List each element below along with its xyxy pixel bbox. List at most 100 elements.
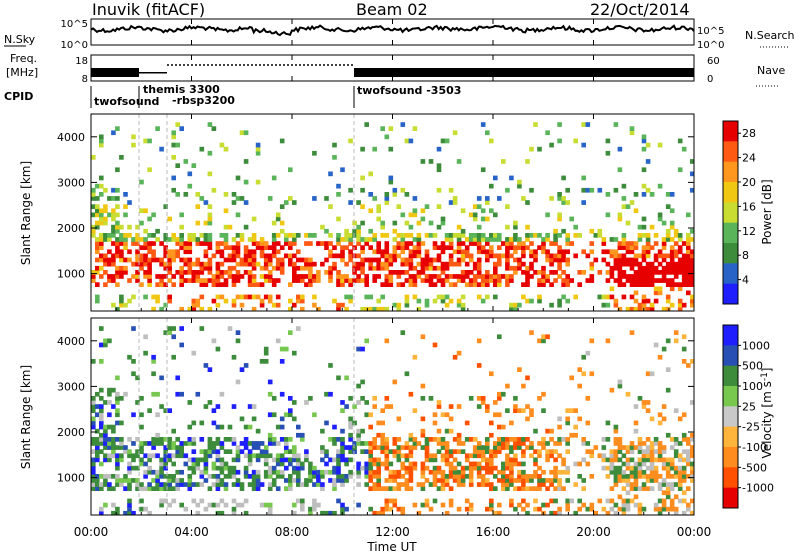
scatter-cell <box>472 216 478 222</box>
scatter-cell <box>396 306 402 311</box>
scatter-cell <box>601 457 607 463</box>
scatter-cell <box>476 245 482 250</box>
scatter-cell <box>103 342 108 348</box>
colorbar-segment <box>723 182 738 203</box>
scatter-cell <box>312 502 317 508</box>
scatter-cell <box>179 282 184 287</box>
scatter-cell <box>131 261 136 267</box>
scatter-cell <box>404 465 410 471</box>
scatter-cell <box>103 270 108 275</box>
scatter-cell <box>95 249 100 255</box>
scatter-cell <box>187 441 193 446</box>
scatter-cell <box>227 253 233 259</box>
scatter-cell <box>91 155 96 160</box>
scatter-cell <box>565 441 570 446</box>
scatter-cell <box>613 441 619 446</box>
scatter-cell <box>521 482 526 487</box>
scatter-cell <box>131 294 136 300</box>
scatter-cell <box>187 257 193 263</box>
scatter-cell <box>448 298 454 304</box>
scatter-cell <box>412 249 418 255</box>
scatter-cell <box>505 241 510 246</box>
scatter-cell <box>690 474 694 479</box>
scatter-cell <box>629 282 635 287</box>
scatter-cell <box>476 465 482 471</box>
scatter-cell <box>404 233 410 238</box>
scatter-cell <box>460 274 466 279</box>
scatter-cell <box>203 469 209 475</box>
scatter-cell <box>686 290 691 296</box>
scatter-cell <box>292 265 297 271</box>
scatter-cell <box>613 502 619 508</box>
scatter-cell <box>271 465 277 471</box>
scatter-cell <box>649 274 655 279</box>
colorbar-tick-label: 12 <box>742 225 756 238</box>
scatter-cell <box>464 453 470 459</box>
scatter-cell <box>199 326 205 331</box>
scatter-cell <box>352 253 357 259</box>
scatter-cell <box>517 367 522 372</box>
scatter-cell <box>284 478 289 483</box>
scatter-cell <box>131 412 136 418</box>
scatter-cell <box>489 420 494 426</box>
scatter-cell <box>251 294 257 300</box>
scatter-cell <box>235 294 241 300</box>
scatter-cell <box>107 441 112 446</box>
scatter-cell <box>119 241 124 246</box>
scatter-cell <box>167 298 172 304</box>
scatter-cell <box>119 155 124 160</box>
scatter-cell <box>320 510 325 515</box>
scatter-cell <box>597 233 603 238</box>
scatter-cell <box>368 474 373 479</box>
scatter-cell <box>645 408 651 413</box>
scatter-cell <box>485 465 490 471</box>
scatter-cell <box>657 420 663 426</box>
scatter-cell <box>91 461 96 467</box>
scatter-cell <box>472 261 478 267</box>
scatter-cell <box>509 265 514 271</box>
scatter-cell <box>364 482 369 487</box>
scatter-cell <box>131 134 136 140</box>
scatter-cell <box>247 270 253 275</box>
scatter-cell <box>681 432 687 438</box>
scatter-cell <box>513 302 518 308</box>
scatter-cell <box>509 465 514 471</box>
scatter-cell <box>440 469 446 475</box>
scatter-cell <box>348 241 353 246</box>
scatter-cell <box>621 274 627 279</box>
scatter-cell <box>103 457 108 463</box>
scatter-cell <box>690 298 694 304</box>
scatter-cell <box>601 249 607 255</box>
scatter-cell <box>332 465 337 471</box>
scatter-cell <box>649 449 655 454</box>
scatter-cell <box>223 233 229 238</box>
scatter-cell <box>356 200 361 205</box>
scatter-cell <box>489 432 494 438</box>
scatter-cell <box>633 465 639 471</box>
scatter-cell <box>119 482 124 487</box>
scatter-cell <box>239 449 245 454</box>
scatter-cell <box>424 261 430 267</box>
scatter-cell <box>207 400 213 405</box>
scatter-cell <box>686 457 691 463</box>
scatter-cell <box>637 274 643 279</box>
scatter-cell <box>396 302 402 308</box>
scatter-cell <box>573 461 578 467</box>
scatter-cell <box>509 449 514 454</box>
scatter-cell <box>485 437 490 442</box>
scatter-cell <box>107 212 112 218</box>
scatter-cell <box>211 278 217 283</box>
x-tick-label: 12:00 <box>375 525 410 539</box>
scatter-cell <box>621 478 627 483</box>
scatter-cell <box>404 261 410 267</box>
scatter-cell <box>328 171 333 177</box>
scatter-cell <box>404 478 410 483</box>
scatter-cell <box>408 486 414 491</box>
scatter-cell <box>348 249 353 255</box>
scatter-cell <box>203 457 209 463</box>
scatter-cell <box>364 278 369 283</box>
scatter-cell <box>251 445 257 450</box>
scatter-cell <box>127 465 132 471</box>
scatter-cell <box>661 241 667 246</box>
nave-label: Nave <box>757 64 785 77</box>
